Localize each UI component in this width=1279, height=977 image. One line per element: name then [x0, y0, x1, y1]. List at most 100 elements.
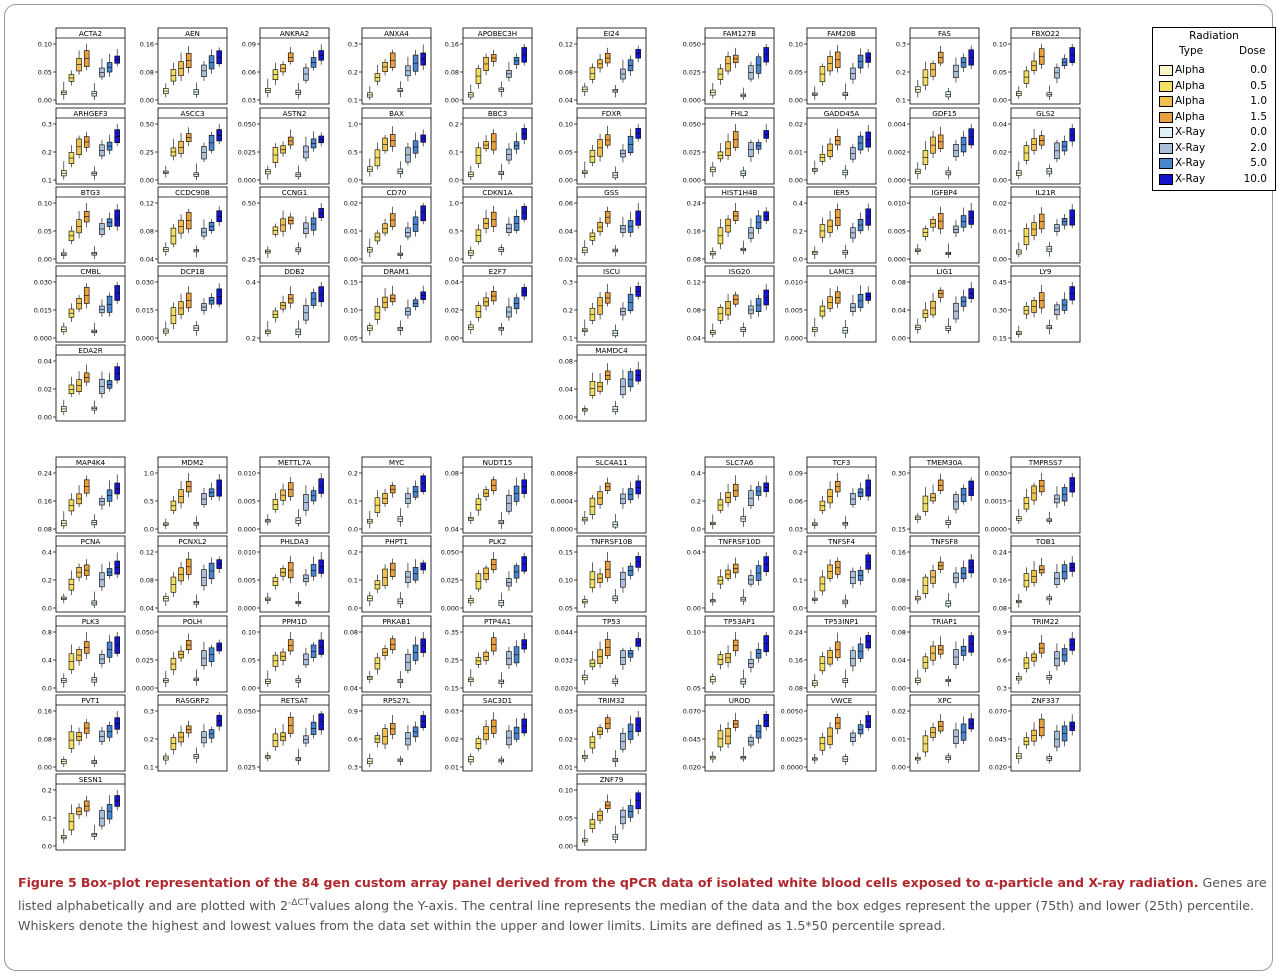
y-tick-label: 0.000	[34, 335, 52, 343]
panel-frame	[1010, 456, 1081, 534]
y-tick-label: 0.04	[559, 97, 573, 105]
panel-frame	[704, 694, 775, 772]
y-tick-label: 0.000	[136, 685, 154, 693]
panel-title: TP53INP1	[823, 617, 858, 626]
y-tick-label: 0.025	[441, 577, 459, 585]
panel-title: NUDT15	[483, 458, 513, 467]
legend-item: X-Ray 10.0	[1153, 173, 1275, 186]
y-tick-label: 0.3	[563, 279, 573, 287]
y-tick-label: 0.050	[441, 549, 459, 557]
panel-title: TRIM22	[1031, 617, 1059, 626]
y-tick-label: 0.2	[691, 498, 701, 506]
y-tick-label: 0.10	[344, 307, 358, 315]
panel-title: MAP4K4	[76, 458, 106, 467]
y-tick-label: 0.050	[683, 121, 701, 129]
panel-frame	[576, 456, 647, 534]
panel-title: GLS2	[1036, 109, 1055, 118]
panel-frame	[806, 265, 877, 343]
legend-type: Alpha	[1175, 95, 1205, 107]
y-tick-label: 0.1	[449, 149, 459, 157]
y-tick-label: 0.08	[993, 605, 1007, 613]
y-tick-label: 0.06	[559, 200, 573, 208]
legend-dose: 1.0	[1250, 95, 1267, 107]
panel-frame	[259, 265, 330, 343]
panel-frame	[576, 615, 647, 693]
panel-frame	[462, 27, 533, 105]
panel-title: MYC	[389, 458, 404, 467]
panel-frame	[259, 694, 330, 772]
y-tick-label: 0.030	[136, 279, 154, 287]
y-tick-label: 0.16	[892, 549, 906, 557]
panel-frame	[157, 694, 228, 772]
y-tick-label: 0.04	[993, 121, 1007, 129]
y-tick-label: 0.2	[896, 69, 906, 77]
y-tick-label: 0.1	[42, 177, 52, 185]
y-tick-label: 0.04	[140, 605, 154, 613]
y-tick-label: 0.10	[789, 41, 803, 49]
y-tick-label: 0.050	[683, 41, 701, 49]
panel-frame	[259, 535, 330, 613]
y-tick-label: 0.0015	[985, 498, 1007, 506]
y-tick-label: 0.000	[683, 177, 701, 185]
panel-frame	[55, 107, 126, 185]
y-tick-label: 0.5	[144, 498, 154, 506]
panel-frame	[576, 265, 647, 343]
legend-item: X-Ray 0.0	[1153, 126, 1275, 139]
y-tick-label: 0.12	[140, 549, 154, 557]
y-tick-label: 0.1	[348, 498, 358, 506]
y-tick-label: 0.00	[892, 335, 906, 343]
panel-title: BTG3	[81, 188, 100, 197]
panel-title: PCNA	[81, 537, 101, 546]
y-tick-label: 0.00	[445, 97, 459, 105]
panel-title: CDKN1A	[482, 188, 512, 197]
y-tick-label: 0.10	[38, 41, 52, 49]
panel-frame	[361, 186, 432, 264]
y-tick-label: 0.4	[42, 549, 52, 557]
y-tick-label: 0.025	[683, 149, 701, 157]
y-tick-label: 0.0	[793, 256, 803, 264]
y-tick-label: 0.00	[993, 97, 1007, 105]
y-tick-label: 0.0	[449, 177, 459, 185]
y-tick-label: 0.00	[559, 414, 573, 422]
panel-title: TRIAP1	[931, 617, 957, 626]
y-tick-label: 0.000	[136, 335, 154, 343]
panel-frame	[909, 265, 980, 343]
y-tick-label: 0.02	[38, 386, 52, 394]
panel-title: IGFBP4	[932, 188, 958, 197]
figure-caption: Figure 5 Box-plot representation of the …	[18, 873, 1270, 936]
panel-frame	[1010, 186, 1081, 264]
panel-title: PHLDA3	[280, 537, 309, 546]
y-tick-label: 0.0	[691, 526, 701, 534]
panel-frame	[704, 535, 775, 613]
y-tick-label: 0.08	[344, 629, 358, 637]
panel-frame	[909, 107, 980, 185]
panel-title: ASCC3	[180, 109, 204, 118]
y-tick-label: 0.08	[892, 577, 906, 585]
panel-frame	[361, 27, 432, 105]
y-tick-label: 0.2	[348, 69, 358, 77]
figure-frame	[4, 4, 1273, 971]
y-tick-label: 0.01	[445, 764, 459, 772]
caption-text-1: Genes are listed alphabetically and are …	[18, 875, 1267, 914]
panel-frame	[806, 535, 877, 613]
panel-frame	[361, 535, 432, 613]
y-tick-label: 0.000	[238, 605, 256, 613]
panel-frame	[462, 186, 533, 264]
y-tick-label: 0.9	[997, 629, 1007, 637]
y-tick-label: 0.00	[38, 764, 52, 772]
y-tick-label: 0.04	[559, 386, 573, 394]
panel-title: TNFRSF10B	[590, 537, 633, 546]
panel-title: ASTN2	[283, 109, 307, 118]
y-tick-label: 0.10	[687, 629, 701, 637]
panel-title: ZNF337	[1031, 696, 1059, 705]
panel-title: ARHGEF3	[73, 109, 107, 118]
y-tick-label: 0.10	[559, 577, 573, 585]
panel-frame	[259, 456, 330, 534]
y-tick-label: 0.5	[348, 149, 358, 157]
y-tick-label: 0.005	[888, 228, 906, 236]
y-tick-label: 0.070	[989, 708, 1007, 716]
y-tick-label: 1.0	[449, 200, 459, 208]
panel-title: ACTA2	[79, 29, 102, 38]
y-tick-label: 0.08	[445, 69, 459, 77]
y-tick-label: 0.02	[993, 149, 1007, 157]
